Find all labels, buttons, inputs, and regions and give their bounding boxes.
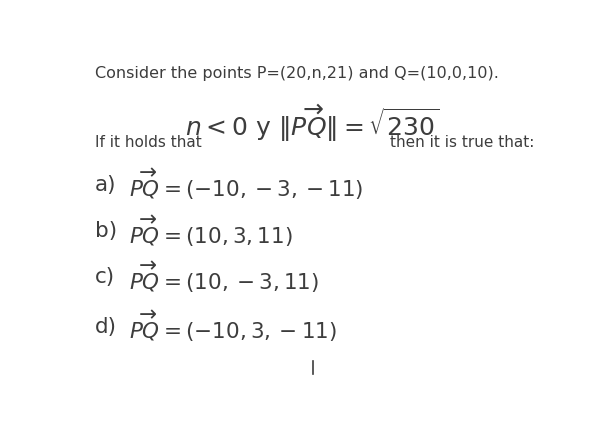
Text: b): b)	[95, 221, 117, 241]
Text: If it holds that: If it holds that	[95, 135, 202, 150]
Text: d): d)	[95, 317, 117, 336]
Text: a): a)	[95, 175, 117, 195]
Text: $\overrightarrow{PQ} = (10, -3, 11)$: $\overrightarrow{PQ} = (10, -3, 11)$	[129, 259, 319, 294]
Text: Consider the points P=(20,n,21) and Q=(10,0,10).: Consider the points P=(20,n,21) and Q=(1…	[95, 66, 499, 81]
Text: $\overrightarrow{PQ} = (-10, 3, -11)$: $\overrightarrow{PQ} = (-10, 3, -11)$	[129, 309, 337, 344]
Text: $n < 0\ \mathrm{y}\ \|\overrightarrow{PQ}\| = \sqrt{230}$: $n < 0\ \mathrm{y}\ \|\overrightarrow{PQ…	[185, 102, 440, 144]
Text: $\overrightarrow{PQ} = (10, 3, 11)$: $\overrightarrow{PQ} = (10, 3, 11)$	[129, 214, 293, 249]
Text: $\overrightarrow{PQ} = (-10, -3, -11)$: $\overrightarrow{PQ} = (-10, -3, -11)$	[129, 167, 364, 202]
Text: then it is true that:: then it is true that:	[390, 135, 535, 150]
Text: c): c)	[95, 267, 115, 287]
